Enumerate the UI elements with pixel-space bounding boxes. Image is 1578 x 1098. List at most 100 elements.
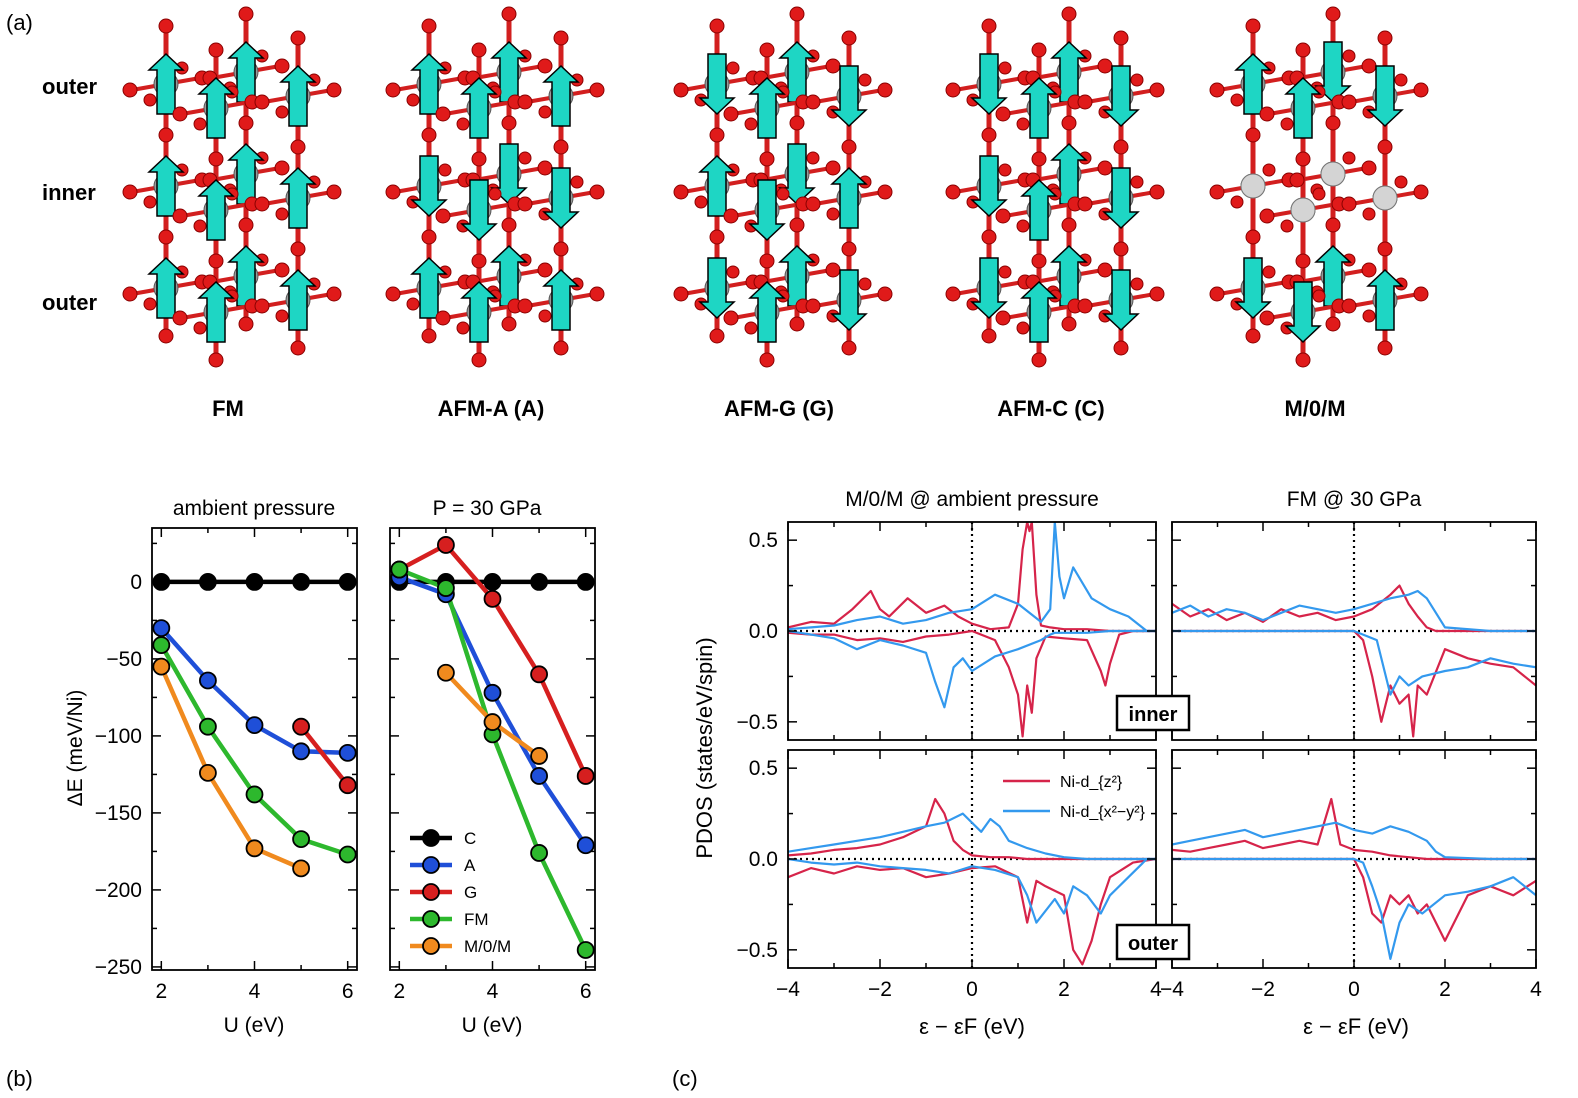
data-point-A [245,716,264,735]
pdos-line-Ni-dx2y2-up [788,812,1156,861]
oxygen-atom [1262,265,1276,279]
oxygen-atom [805,298,821,314]
data-point-FM [390,560,409,579]
oxygen-atom [238,316,254,332]
oxygen-atom [673,82,689,98]
oxygen-atom [1325,6,1341,22]
oxygen-atom [825,262,841,278]
oxygen-atom [143,195,157,209]
oxygen-atom [723,208,739,224]
oxygen-atom [1077,196,1093,212]
oxygen-atom [1259,208,1275,224]
oxygen-atom [1312,187,1326,201]
oxygen-atom [981,127,997,143]
oxygen-atom [471,253,487,269]
energy-panel-1: 2 4 6 CAG FM M/0/M [389,527,596,1003]
oxygen-atom [1031,42,1047,58]
x-tick-label: 2 [155,980,167,1003]
oxygen-atom [1413,184,1429,200]
oxygen-atom [826,207,840,221]
data-point-FM [152,636,171,654]
oxygen-atom [290,340,306,356]
oxygen-atom [877,82,893,98]
oxygen-atom [1325,316,1341,332]
oxygen-atom [1361,58,1377,74]
oxygen-atom [1245,127,1261,143]
oxygen-atom [1230,195,1244,209]
legend-label-1: Ni-d_{x²−y²} [1060,804,1146,821]
spin-down-arrow [698,53,736,116]
data-point-FM [576,941,595,959]
oxygen-atom [1061,6,1077,22]
config-label-fm: FM [212,396,244,421]
oxygen-atom [825,160,841,176]
oxygen-atom [1325,217,1341,233]
data-point-FM [437,579,455,597]
spin-down-arrow [778,143,816,206]
oxygen-atom [1245,328,1261,344]
oxygen-atom [517,94,533,110]
pdos-title-m0m: M/0/M @ ambient pressure [845,488,1099,511]
nonmagnetic-nickel-atom [1372,185,1398,211]
x-tick-label: 2 [1058,978,1070,1001]
oxygen-atom [158,229,174,245]
oxygen-atom [274,58,290,74]
oxygen-atom [1312,289,1326,303]
oxygen-atom [789,115,805,131]
oxygen-atom [406,93,420,107]
energy-ylabel: ΔE (meV/Ni) [64,690,87,807]
oxygen-atom [208,352,224,368]
data-point-C [576,573,595,591]
energy-legend: CAG FM M/0/M [410,829,511,956]
legend-label-M/0/M: M/0/M [464,937,511,956]
oxygen-atom [326,82,342,98]
oxygen-atom [744,117,758,131]
spin-up-arrow [1050,40,1088,103]
legend-marker-G [422,883,440,901]
spin-up-arrow [1366,268,1404,331]
data-point-A [338,743,357,762]
config-label-afm-g: AFM-G (G) [724,396,834,421]
spin-up-arrow [778,244,816,307]
oxygen-atom [789,217,805,233]
oxygen-atom [776,187,790,201]
data-point-FM [292,830,310,848]
structure-2 [673,6,893,368]
pdos-series-group [1172,797,1536,961]
pdos-series-group [1172,584,1536,738]
oxygen-atom [406,297,420,311]
oxygen-atom [421,18,437,34]
oxygen-atom [805,94,821,110]
oxygen-atom [1295,151,1311,167]
row-label-inner: inner [42,180,96,205]
spin-up-arrow [227,244,265,307]
oxygen-atom [1209,82,1225,98]
oxygen-atom [274,262,290,278]
oxygen-atom [518,151,532,165]
y-tick-label: 0.5 [749,757,778,780]
series-line-G [299,725,350,787]
data-point-C [292,573,310,591]
spin-up-arrow [1020,280,1058,343]
pdos-panel-0: 0.5 0.0 −0.5 [737,521,1157,741]
oxygen-atom [1262,163,1276,177]
oxygen-atom [570,175,584,189]
oxygen-atom [995,208,1011,224]
structure-0 [122,6,342,368]
oxygen-atom [553,30,569,46]
oxygen-atom [275,105,289,119]
x-tick-label: 2 [393,980,405,1003]
oxygen-atom [1362,309,1376,323]
energy-panels: ambient pressure P = 30 GPa ΔE (meV/Ni) … [64,497,596,1037]
oxygen-atom [981,328,997,344]
oxygen-atom [841,340,857,356]
oxygen-atom [759,253,775,269]
oxygen-atom [435,106,451,122]
oxygen-atom [1061,316,1077,332]
x-tick-label: 6 [342,980,354,1003]
oxygen-atom [998,265,1012,279]
oxygen-atom [1031,253,1047,269]
spin-up-arrow [197,76,235,139]
data-point-A [530,767,548,785]
oxygen-atom [1377,241,1393,257]
